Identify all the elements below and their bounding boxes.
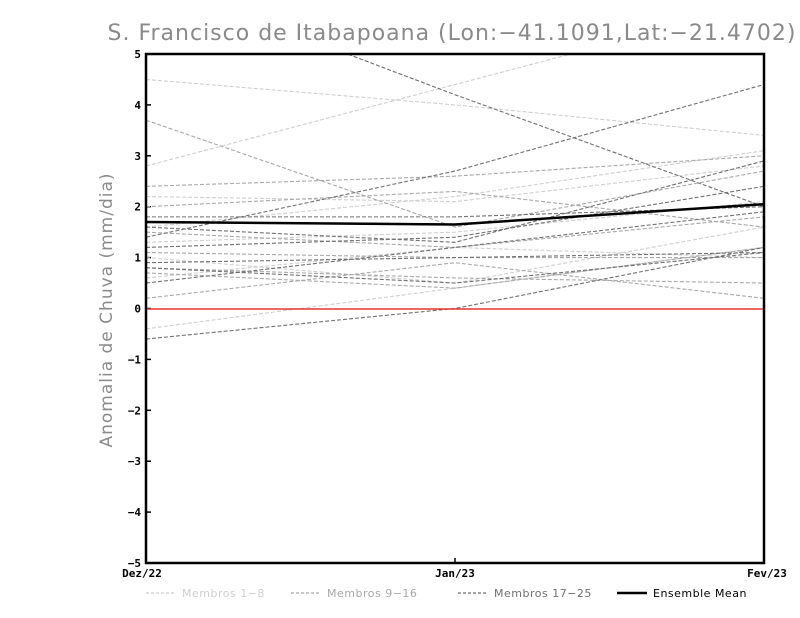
plot-frame [144, 52, 766, 565]
member-line-group-2 [146, 155, 764, 187]
member-line-group-2 [146, 246, 764, 289]
y-tick-label: 5 [134, 48, 141, 61]
legend: Membros 1−8 Membros 9−16 Membros 17−25 Ense… [146, 587, 747, 600]
member-line-group-1 [146, 165, 764, 203]
series-lines [146, 54, 764, 340]
y-tick-label: 0 [134, 303, 141, 316]
x-tick-label: Jan/23 [435, 567, 475, 580]
legend-label: Membros 17−25 [494, 587, 592, 600]
member-line-group-2 [146, 251, 764, 259]
y-tick-label: −3 [128, 455, 141, 468]
member-line-group-3 [146, 211, 764, 284]
member-line-group-3 [146, 206, 764, 218]
y-tick-label: 4 [134, 99, 141, 112]
y-axis-ticks: 5 4 3 2 1 0 −1 −2 −3 −4 −5 [128, 48, 151, 570]
ensemble-mean-line [146, 202, 764, 226]
member-line-group-2 [146, 190, 764, 228]
x-tick-label: Dez/22 [122, 567, 162, 580]
legend-item: Membros 17−25 [458, 587, 592, 600]
ensemble-mean-series [146, 202, 764, 226]
member-line-group-1 [146, 246, 764, 279]
x-axis-ticks: Dez/22 Jan/23 Fev/23 [122, 558, 787, 580]
member-line-group-1 [146, 78, 764, 136]
y-tick-label: 3 [134, 150, 141, 163]
member-line-group-3 [345, 54, 764, 208]
x-tick-label: Fev/23 [747, 567, 787, 580]
member-line-group-3 [146, 251, 764, 284]
member-line-group-3 [146, 251, 764, 264]
member-line-group-3 [146, 160, 764, 243]
y-tick-label: 1 [134, 252, 141, 265]
member-line-group-3 [146, 246, 764, 340]
y-tick-label: −4 [128, 506, 142, 519]
y-tick-label: −2 [128, 404, 141, 417]
y-axis-label: Anomalia de Chuva (mm/dia) [97, 172, 117, 447]
member-line-group-3 [146, 84, 764, 238]
member-line-group-2 [146, 267, 764, 284]
y-tick-label: −5 [128, 557, 141, 570]
legend-label: Membros 1−8 [182, 587, 265, 600]
legend-item: Membros 9−16 [291, 587, 417, 600]
member-line-group-2 [146, 216, 764, 248]
member-line-group-2 [146, 119, 764, 228]
chart-title: S. Francisco de Itabapoana (Lon:−41.1091… [108, 21, 797, 46]
member-line-group-2 [146, 262, 764, 299]
legend-item: Membros 1−8 [146, 587, 265, 600]
member-line-group-1 [146, 54, 574, 167]
legend-item: Ensemble Mean [617, 587, 747, 600]
member-line-group-1 [146, 226, 764, 284]
legend-label: Ensemble Mean [653, 587, 747, 600]
y-tick-label: −1 [128, 353, 142, 366]
member-line-group-3 [146, 185, 764, 248]
legend-label: Membros 9−16 [327, 587, 417, 600]
y-tick-label: 2 [134, 201, 141, 214]
